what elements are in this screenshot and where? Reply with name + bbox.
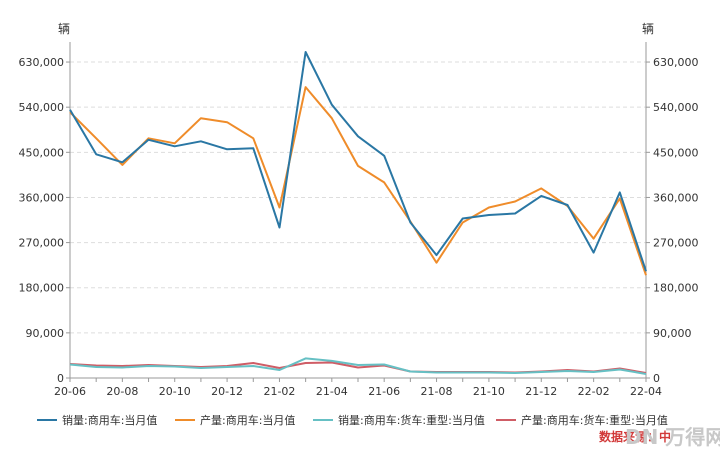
- x-tick-label: 20-06: [54, 385, 86, 398]
- y-tick-label-left: 450,000: [19, 146, 65, 159]
- y-tick-label-left: 540,000: [19, 101, 65, 114]
- legend-label: 产量:商用车:货车:重型:当月值: [521, 413, 668, 427]
- y-tick-label-left: 270,000: [19, 237, 65, 250]
- y-tick-label-right: 180,000: [653, 282, 699, 295]
- gridlines: [70, 61, 646, 334]
- x-tick-label: 22-04: [630, 385, 662, 398]
- source-note: 数据来源：中: [599, 429, 671, 444]
- legend-label: 销量:商用车:当月值: [62, 413, 157, 427]
- x-tick-label: 22-02: [578, 385, 610, 398]
- y-unit-right: 辆: [642, 22, 654, 36]
- y-unit-left: 辆: [58, 22, 70, 36]
- y-tick-label-right: 90,000: [653, 327, 692, 340]
- x-tick-label: 21-12: [525, 385, 557, 398]
- y-tick-label-left: 0: [57, 372, 64, 385]
- y-tick-labels: 0 0 90,000 90,000 180,000 180,000 270,000 270,0…: [19, 56, 699, 385]
- series-line: [69, 51, 647, 272]
- y-tick-label-left: 180,000: [19, 282, 65, 295]
- y-tick-label-right: 360,000: [653, 191, 699, 204]
- x-tick-label: 21-02: [263, 385, 295, 398]
- legend-label: 产量:商用车:当月值: [200, 413, 295, 427]
- y-tick-label-left: 630,000: [19, 56, 65, 69]
- x-tick-labels: 20-06 20-08 20-10 20-12 21-02 21-04 21-06 21-08…: [54, 385, 662, 398]
- watermark: DN 万得网: [625, 425, 720, 449]
- y-tick-label-right: 270,000: [653, 237, 699, 250]
- x-tick-label: 21-04: [316, 385, 348, 398]
- series-lines: [69, 51, 647, 375]
- axes: [66, 42, 650, 382]
- series-line: [69, 86, 647, 276]
- y-tick-label-left: 360,000: [19, 191, 65, 204]
- y-tick-label-right: 540,000: [653, 101, 699, 114]
- x-tick-label: 20-12: [211, 385, 243, 398]
- y-tick-label-right: 630,000: [653, 56, 699, 69]
- legend: 销量:商用车:当月值 产量:商用车:当月值 销量:商用车:货车:重型:当月值 产量:商…: [37, 413, 668, 427]
- y-tick-label-left: 90,000: [26, 327, 65, 340]
- series-line: [69, 357, 647, 375]
- y-tick-label-right: 0: [653, 372, 660, 385]
- x-tick-label: 20-10: [159, 385, 191, 398]
- x-tick-label: 21-10: [473, 385, 505, 398]
- x-tick-label: 20-08: [106, 385, 138, 398]
- legend-label: 销量:商用车:货车:重型:当月值: [338, 413, 485, 427]
- x-tick-label: 21-08: [421, 385, 453, 398]
- x-tick-label: 21-06: [368, 385, 400, 398]
- y-tick-label-right: 450,000: [653, 146, 699, 159]
